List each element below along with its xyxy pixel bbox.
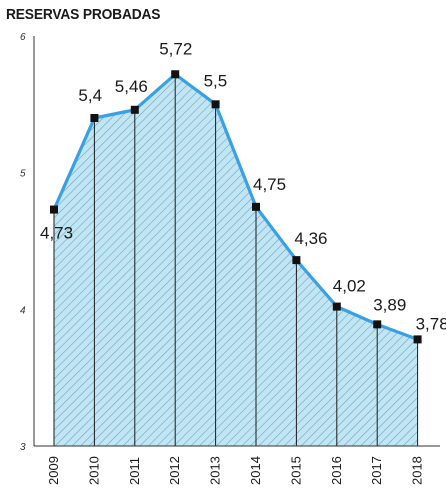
x-tick-label-2017: 2017 bbox=[369, 456, 384, 485]
data-label-2018: 3,78 bbox=[416, 314, 446, 333]
data-label-2012: 5,72 bbox=[159, 39, 192, 58]
point-marker-2015 bbox=[292, 256, 301, 265]
point-marker-2018 bbox=[413, 335, 422, 344]
data-label-2011: 5,46 bbox=[115, 77, 148, 96]
y-tick-label-3: 3 bbox=[20, 442, 26, 453]
data-label-2016: 4,02 bbox=[333, 277, 366, 296]
series-line bbox=[52, 72, 419, 341]
data-label-2010: 5,4 bbox=[78, 86, 102, 105]
y-tick-label-5: 5 bbox=[20, 169, 26, 180]
point-marker-2017 bbox=[373, 320, 382, 329]
point-marker-2013 bbox=[211, 100, 220, 109]
x-tick-label-2009: 2009 bbox=[46, 456, 61, 485]
x-tick-label-2016: 2016 bbox=[329, 456, 344, 485]
data-label-2009: 4,73 bbox=[40, 224, 73, 243]
x-tick-label-2015: 2015 bbox=[288, 456, 303, 485]
x-tick-label-2010: 2010 bbox=[86, 456, 101, 485]
chart-title: RESERVAS PROBADAS bbox=[6, 6, 161, 23]
x-tick-label-2011: 2011 bbox=[127, 457, 142, 485]
data-label-2014: 4,75 bbox=[253, 175, 286, 194]
data-label-2017: 3,89 bbox=[373, 295, 406, 314]
y-tick-label-6: 6 bbox=[20, 32, 26, 43]
y-tick-label-4: 4 bbox=[20, 305, 26, 316]
point-marker-2011 bbox=[130, 105, 139, 114]
x-tick-label-2012: 2012 bbox=[167, 456, 182, 485]
x-tick-label-2018: 2018 bbox=[410, 456, 425, 485]
point-marker-2016 bbox=[332, 302, 341, 311]
x-tick-label-2013: 2013 bbox=[208, 456, 223, 485]
x-tick-label-2014: 2014 bbox=[248, 456, 263, 485]
point-marker-2009 bbox=[50, 205, 58, 214]
data-label-2015: 4,36 bbox=[294, 229, 327, 248]
area-fill bbox=[54, 74, 418, 447]
point-marker-2012 bbox=[171, 70, 180, 79]
point-marker-2010 bbox=[90, 114, 99, 122]
data-label-2013: 5,5 bbox=[204, 71, 228, 90]
point-marker-2014 bbox=[252, 202, 260, 211]
